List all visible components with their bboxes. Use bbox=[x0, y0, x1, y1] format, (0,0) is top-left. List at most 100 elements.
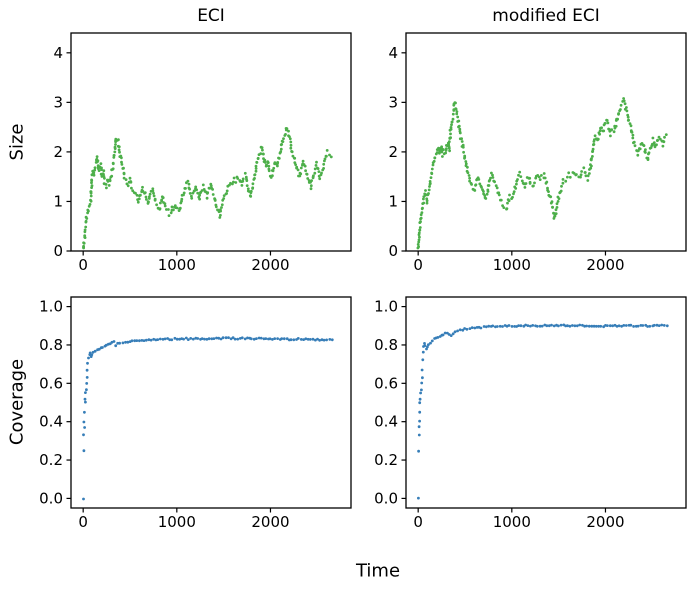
data-point bbox=[430, 339, 434, 343]
data-point bbox=[296, 337, 300, 340]
data-point bbox=[451, 332, 455, 336]
data-point bbox=[251, 186, 255, 190]
data-point bbox=[318, 177, 322, 181]
data-point bbox=[299, 338, 303, 341]
data-point bbox=[152, 194, 156, 198]
x-tick-label: 0 bbox=[413, 513, 423, 531]
data-point bbox=[441, 155, 444, 158]
data-point bbox=[82, 497, 85, 501]
data-point bbox=[419, 220, 422, 224]
data-point bbox=[93, 166, 97, 170]
data-point bbox=[122, 176, 126, 180]
data-point bbox=[120, 160, 123, 164]
data-point bbox=[487, 184, 491, 187]
data-point bbox=[652, 323, 656, 327]
data-point bbox=[200, 337, 204, 340]
data-point bbox=[432, 159, 436, 163]
data-point bbox=[630, 130, 634, 134]
data-point bbox=[122, 171, 126, 175]
x-tick-label: 0 bbox=[413, 256, 423, 274]
data-point bbox=[254, 164, 258, 168]
data-point bbox=[482, 190, 485, 193]
data-point bbox=[323, 157, 327, 161]
data-point bbox=[557, 197, 561, 201]
data-point bbox=[597, 324, 600, 328]
data-point bbox=[219, 213, 222, 217]
data-point bbox=[547, 324, 551, 328]
data-point bbox=[82, 433, 85, 437]
data-point bbox=[567, 171, 571, 175]
data-point bbox=[126, 184, 130, 188]
data-point bbox=[151, 189, 155, 193]
data-point bbox=[89, 190, 93, 194]
data-point bbox=[524, 323, 527, 327]
data-point bbox=[487, 324, 491, 328]
data-point bbox=[271, 174, 274, 178]
data-point bbox=[490, 171, 493, 175]
data-point bbox=[478, 182, 482, 186]
data-point bbox=[104, 183, 108, 186]
data-point bbox=[90, 179, 94, 183]
data-point bbox=[586, 179, 590, 182]
data-point bbox=[598, 132, 601, 136]
data-point bbox=[194, 185, 198, 189]
data-point bbox=[122, 166, 125, 170]
data-point bbox=[507, 324, 511, 327]
data-point bbox=[246, 336, 249, 340]
data-point bbox=[186, 179, 190, 183]
data-point bbox=[448, 149, 451, 153]
data-point bbox=[417, 231, 421, 235]
data-point bbox=[209, 184, 213, 188]
data-point bbox=[418, 235, 421, 239]
data-point bbox=[449, 132, 452, 136]
data-point bbox=[463, 156, 466, 160]
x-axis-label-time: Time bbox=[355, 560, 401, 582]
data-point bbox=[114, 143, 117, 146]
data-point bbox=[320, 338, 324, 342]
data-point bbox=[111, 162, 115, 166]
data-point bbox=[257, 336, 261, 340]
data-point bbox=[189, 337, 193, 340]
data-point bbox=[430, 172, 434, 176]
data-point bbox=[136, 200, 140, 204]
data-point bbox=[158, 337, 162, 341]
data-point bbox=[163, 202, 167, 206]
data-point bbox=[196, 191, 200, 195]
data-point bbox=[430, 167, 434, 171]
data-point bbox=[120, 156, 123, 160]
data-point bbox=[218, 216, 222, 219]
data-point bbox=[298, 174, 302, 178]
data-point bbox=[417, 449, 420, 453]
data-point bbox=[206, 191, 210, 195]
data-point bbox=[642, 144, 646, 148]
data-point bbox=[420, 388, 423, 392]
data-point bbox=[101, 346, 104, 349]
data-point bbox=[589, 166, 593, 170]
data-point bbox=[422, 197, 425, 201]
data-point bbox=[108, 179, 112, 183]
data-point bbox=[143, 191, 147, 195]
data-point bbox=[167, 214, 171, 218]
data-point bbox=[641, 324, 645, 327]
data-point bbox=[301, 159, 305, 163]
data-point bbox=[187, 182, 191, 186]
data-point bbox=[463, 327, 466, 330]
y-tick-label: 0.0 bbox=[39, 489, 63, 507]
data-point bbox=[568, 324, 572, 328]
data-point bbox=[289, 143, 293, 147]
data-point bbox=[294, 163, 297, 167]
data-point bbox=[195, 188, 199, 192]
data-point bbox=[322, 167, 325, 170]
data-point bbox=[467, 174, 471, 177]
data-point bbox=[479, 326, 483, 330]
data-point bbox=[542, 172, 546, 175]
data-point bbox=[424, 189, 427, 192]
data-point bbox=[507, 199, 511, 203]
data-point bbox=[458, 127, 462, 131]
data-point bbox=[457, 124, 461, 128]
axes-spines bbox=[70, 32, 352, 252]
data-point bbox=[418, 401, 422, 405]
data-point bbox=[175, 337, 179, 341]
data-point bbox=[212, 337, 216, 340]
